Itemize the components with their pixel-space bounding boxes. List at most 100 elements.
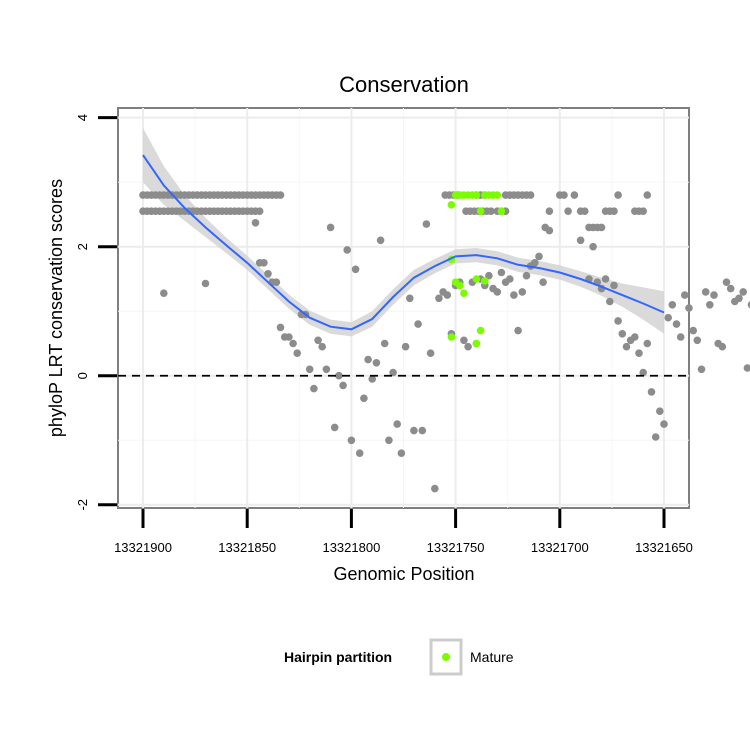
point-mature <box>493 191 502 199</box>
point-other <box>310 384 318 393</box>
point-other <box>376 236 385 245</box>
point-other <box>201 279 210 288</box>
point-other <box>514 326 522 335</box>
point-other <box>526 191 535 199</box>
point-mature <box>460 289 468 298</box>
smooth-line-group <box>142 154 665 331</box>
point-other <box>739 288 747 296</box>
y-axis: -2 0 2 4 <box>75 114 117 511</box>
point-other <box>693 336 702 345</box>
point-mature <box>476 207 485 215</box>
point-other <box>735 294 743 303</box>
point-other <box>506 275 514 283</box>
point-other <box>643 191 652 199</box>
point-other <box>460 336 468 345</box>
point-other <box>614 317 622 325</box>
point-other <box>531 259 539 267</box>
point-mature <box>456 281 464 290</box>
point-other <box>255 207 264 215</box>
point-mature <box>472 275 481 283</box>
point-other <box>564 207 572 215</box>
point-other <box>426 349 435 358</box>
y-tick-label: 4 <box>75 114 90 121</box>
legend: Hairpin partition Mature <box>284 638 514 676</box>
x-axis-title: Genomic Position <box>333 564 474 584</box>
point-mature <box>447 333 456 341</box>
point-other <box>601 275 610 283</box>
point-other <box>293 349 302 358</box>
point-mature <box>472 339 481 348</box>
point-other <box>706 301 714 309</box>
point-other <box>610 281 618 290</box>
point-other <box>685 304 693 312</box>
point-other <box>726 284 735 293</box>
point-other <box>380 339 389 348</box>
point-other <box>618 330 627 338</box>
point-other <box>464 342 472 351</box>
point-other <box>335 371 343 380</box>
point-other <box>355 449 364 458</box>
point-other <box>385 436 393 445</box>
point-other <box>722 278 731 287</box>
point-other <box>305 365 314 374</box>
smooth-line <box>142 154 665 331</box>
point-other <box>260 259 268 267</box>
point-other <box>330 423 339 432</box>
point-other <box>422 220 431 228</box>
point-other <box>701 288 710 296</box>
point-other <box>289 339 297 348</box>
point-other <box>710 291 718 299</box>
point-other <box>518 288 527 296</box>
point-other <box>364 355 372 364</box>
point-other <box>639 207 647 215</box>
point-other <box>251 219 260 227</box>
point-other <box>570 191 579 199</box>
legend-dot-mature <box>442 653 450 661</box>
point-other <box>485 271 493 280</box>
point-mature <box>481 277 489 285</box>
y-tick-label: -2 <box>75 499 90 511</box>
chart-title: Conservation <box>339 72 469 97</box>
point-other <box>264 270 272 278</box>
point-other <box>393 420 402 428</box>
point-other <box>747 301 750 309</box>
point-other <box>389 368 397 377</box>
point-other <box>639 368 647 377</box>
point-other <box>631 333 639 341</box>
y-axis-title: phyloP LRT conservation scores <box>46 179 66 437</box>
point-other <box>589 242 597 251</box>
point-other <box>576 236 585 245</box>
point-other <box>718 342 727 351</box>
point-other <box>510 291 518 299</box>
point-other <box>545 207 554 215</box>
point-other <box>668 301 677 309</box>
x-axis: 13321900 13321850 13321800 13321750 13321700… <box>114 509 693 555</box>
point-other <box>368 375 377 383</box>
point-mature <box>447 201 456 209</box>
point-other <box>610 207 618 215</box>
point-other <box>410 426 418 435</box>
point-other <box>660 420 668 428</box>
point-other <box>401 342 410 351</box>
point-other <box>522 271 531 280</box>
legend-title: Hairpin partition <box>284 649 392 665</box>
point-other <box>743 364 750 372</box>
point-other <box>656 407 664 416</box>
point-other <box>643 339 652 348</box>
point-other <box>431 484 439 493</box>
point-other <box>697 365 706 374</box>
point-other <box>418 426 427 435</box>
point-other <box>322 365 331 374</box>
point-other <box>545 226 554 235</box>
point-other <box>676 333 685 341</box>
x-tick-label: 13321650 <box>635 540 693 555</box>
point-other <box>443 291 452 299</box>
point-other <box>326 223 335 232</box>
point-other <box>493 288 502 296</box>
x-tick-label: 13321900 <box>114 540 172 555</box>
point-other <box>435 294 443 303</box>
point-other <box>272 278 281 287</box>
x-tick-label: 13321700 <box>531 540 589 555</box>
point-other <box>672 320 681 328</box>
x-tick-label: 13321800 <box>322 540 380 555</box>
